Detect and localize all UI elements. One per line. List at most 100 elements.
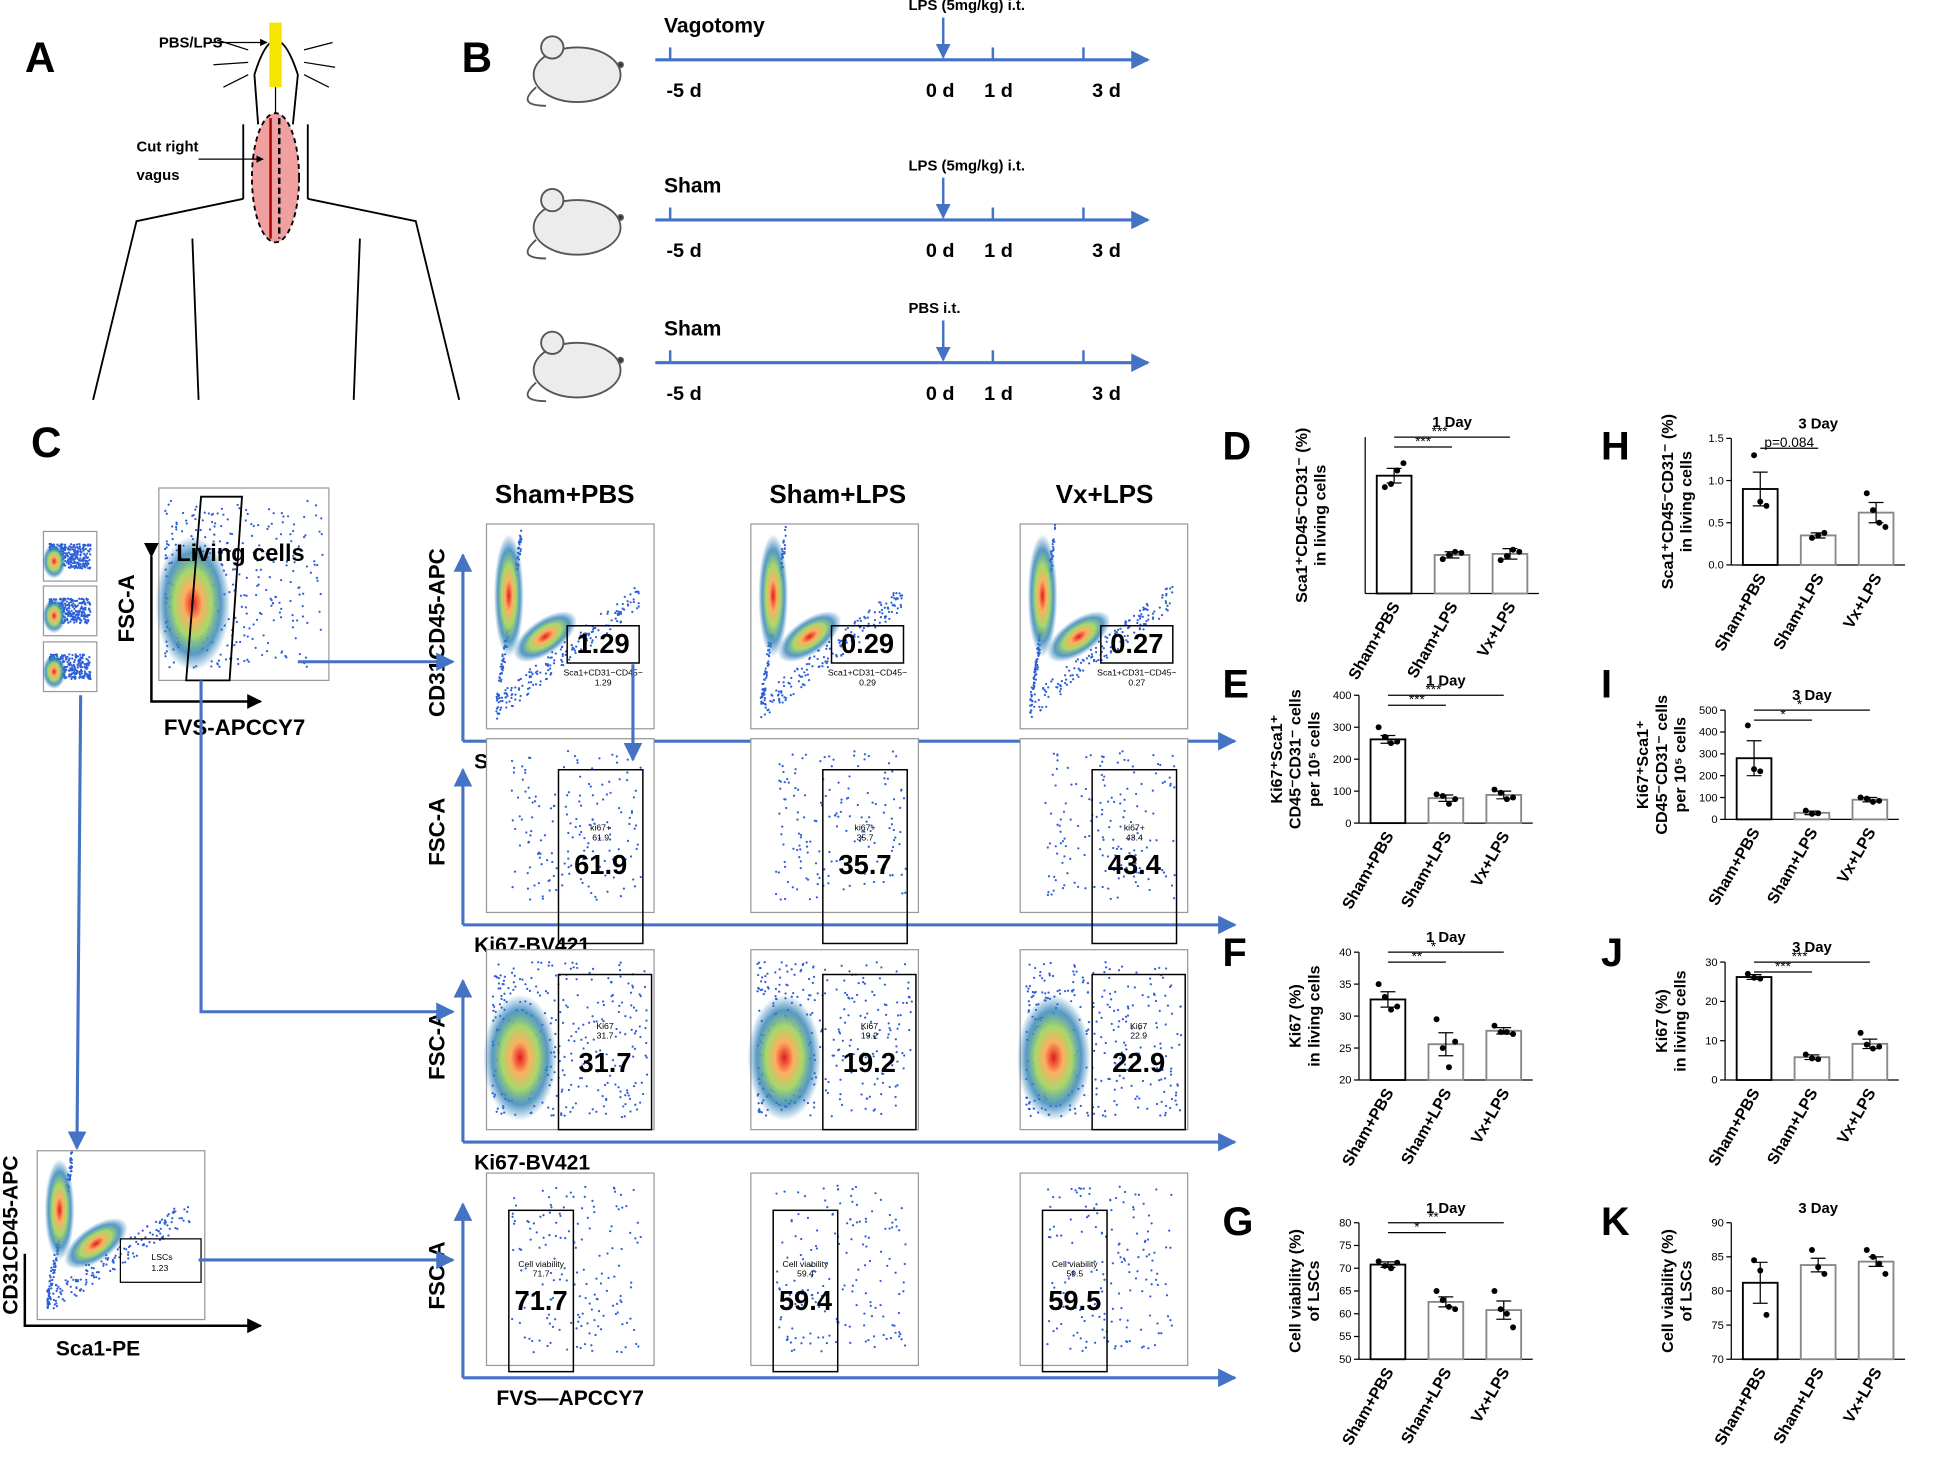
event-dot [499,673,502,676]
plot-frame [750,1172,920,1367]
event-dot [1164,1111,1167,1115]
event-dot [1106,855,1110,858]
event-dot [634,1029,638,1033]
data-point [1802,807,1809,814]
event-dot [878,1028,881,1032]
event-dot [1085,1340,1088,1343]
event-dot [537,882,540,885]
event-dot [1113,1061,1116,1064]
event-dot [645,1009,648,1012]
density-core [777,611,842,663]
event-dot [1170,1097,1174,1101]
event-dot [76,666,79,669]
event-dot [778,983,781,986]
event-dot [903,1054,906,1057]
panel-letter: G [1222,1200,1253,1244]
event-dot [160,1218,164,1221]
event-dot [898,1023,901,1026]
density-core [483,994,557,1121]
chart-title: 3 Day [1798,416,1838,432]
event-dot [69,561,72,564]
event-dot [1176,1032,1179,1036]
event-dot [841,1039,844,1042]
event-dot [555,1186,558,1190]
event-dot [302,536,306,539]
event-dot [1088,798,1091,801]
event-dot [518,1321,522,1324]
event-dot [1134,1193,1137,1196]
y-axis-label: Ki67⁺Sca1⁺ [1268,715,1286,804]
event-dot [1125,639,1128,642]
event-dot [894,836,897,839]
day-label: -5 d [666,80,701,102]
event-dot [69,620,72,623]
event-dot [81,546,85,550]
event-dot [1125,1326,1128,1329]
event-dot [764,1114,768,1117]
event-dot [87,608,91,611]
event-dot [800,685,803,689]
event-dot [85,1272,88,1276]
event-dot [637,1345,640,1348]
event-dot [823,1310,827,1313]
event-dot [853,840,856,843]
event-dot [1103,775,1106,778]
event-dot [1046,846,1049,849]
event-dot [1114,1040,1117,1043]
event-dot [126,1253,130,1256]
event-dot [167,543,170,547]
y-axis-label: per 10⁵ cells [1305,711,1323,806]
event-dot [626,771,629,774]
event-dot [1169,1073,1173,1076]
event-dot [558,1212,561,1215]
event-dot [624,1014,627,1018]
event-dot [779,898,782,901]
event-dot [88,673,91,676]
data-point [1445,1303,1452,1310]
density-core [42,654,66,690]
event-dot [645,1056,648,1059]
event-dot [309,571,313,574]
event-dot [550,1016,553,1020]
event-dot [1135,1052,1138,1055]
data-point [1439,1297,1446,1304]
y-tick-label: 20 [1705,996,1717,1008]
event-dot [315,576,318,579]
data-point [1876,797,1883,804]
gate-label: ki67+ [855,823,876,833]
event-dot [85,1281,88,1284]
event-dot [302,592,305,595]
event-dot [1036,658,1039,661]
event-dot [550,1298,553,1301]
event-dot [208,528,212,531]
event-dot [243,634,246,637]
event-dot [561,652,564,656]
x-tick-label: Sham+PBS [1705,1085,1764,1169]
event-dot [498,712,501,715]
event-dot [539,852,542,855]
event-dot [539,671,542,674]
event-dot [1128,852,1131,855]
event-dot [798,844,801,847]
event-dot [65,600,69,603]
event-dot [865,1097,868,1100]
event-dot [1122,1257,1126,1260]
data-point [1808,534,1815,541]
event-dot [1161,781,1164,785]
event-dot [596,1070,599,1073]
event-dot [78,566,82,570]
event-dot [74,653,77,656]
data-point [1757,768,1764,775]
event-dot [532,683,535,686]
event-dot [511,1212,514,1215]
event-dot [1132,771,1136,774]
event-dot [54,1265,57,1269]
event-dot [618,611,622,615]
event-dot [73,599,76,602]
density-core [42,543,66,579]
data-point [1808,1247,1815,1254]
event-dot [1052,752,1056,755]
event-dot [1142,608,1145,611]
gate [1100,625,1174,664]
event-dot [1069,857,1072,860]
